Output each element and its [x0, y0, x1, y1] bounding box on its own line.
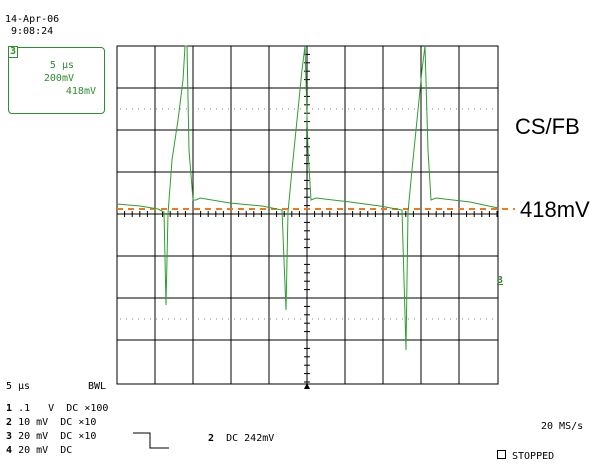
info-timebase: 5 µs	[49, 60, 74, 71]
sample-rate: 20 MS/s	[541, 421, 584, 432]
trace-label: CS/FB	[515, 114, 580, 139]
time-text: 9:08:24	[11, 26, 54, 37]
trigger-edge-symbol	[133, 432, 169, 449]
timestamp: 14-Apr-06 9:08:24	[5, 14, 59, 38]
bwl-indicator: BWL	[88, 381, 107, 392]
ground-marker: 3	[497, 275, 504, 286]
run-status[interactable]: STOPPED	[497, 450, 554, 462]
channel-list: 1 .1 V DC ×100 2 10 mV DC ×10 3 20 mV DC…	[6, 402, 108, 458]
trigger-readout: 2 DC 242mV	[208, 433, 275, 444]
info-level: 418mV	[65, 86, 96, 97]
cs-fb-trace	[116, 45, 499, 351]
bottom-timebase: 5 µs	[6, 381, 31, 392]
channel-row[interactable]: 4 20 mV DC	[6, 445, 73, 456]
date-text: 14-Apr-06	[5, 14, 60, 25]
info-volts-div: 200mV	[43, 73, 74, 84]
channel-row[interactable]: 1 .1 V DC ×100	[6, 403, 109, 414]
level-label: 418mV	[520, 197, 590, 222]
stop-indicator-icon	[497, 450, 506, 459]
channel-badge: 3	[8, 46, 19, 58]
channel-info-box[interactable]: 3 5 µs 200mV 418mV	[8, 46, 105, 114]
channel-row[interactable]: 2 10 mV DC ×10	[6, 417, 97, 428]
trigger-position-arrow	[304, 383, 310, 389]
channel-row[interactable]: 3 20 mV DC ×10	[6, 431, 97, 442]
